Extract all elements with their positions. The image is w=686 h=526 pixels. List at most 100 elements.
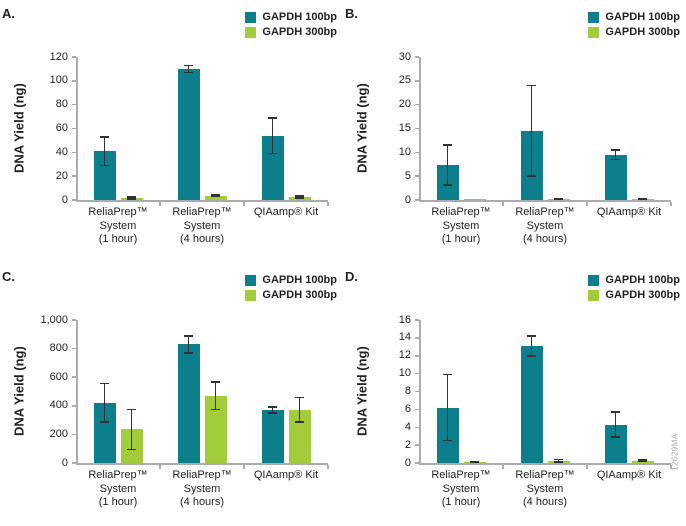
error-bar-cap	[211, 408, 220, 411]
error-bar-cap	[638, 460, 647, 463]
error-bar-line	[130, 197, 133, 200]
error-bar-line	[103, 383, 106, 423]
x-tick	[159, 201, 161, 206]
chart-panel: A. GAPDH 100bp GAPDH 300bp DNA Yield (ng…	[0, 0, 343, 263]
error-bar-line	[298, 397, 301, 422]
legend-label: GAPDH 300bp	[605, 26, 680, 38]
error-bar-cap	[527, 354, 536, 357]
legend-swatch-gapdh-300bp	[245, 289, 257, 301]
legend-item: GAPDH 300bp	[245, 289, 337, 301]
legend-label: GAPDH 300bp	[262, 289, 337, 301]
y-tick	[72, 347, 76, 350]
x-axis-line	[419, 463, 671, 465]
bar-gapdh-100bp	[93, 151, 116, 200]
y-tick	[415, 390, 419, 393]
error-bar-line	[214, 381, 217, 410]
panel-letter: B.	[345, 6, 358, 21]
error-bar-line	[103, 136, 106, 166]
y-axis-line	[76, 320, 78, 463]
bar-gapdh-100bp	[604, 424, 627, 463]
legend-swatch-gapdh-100bp	[245, 274, 257, 286]
panel-letter: D.	[345, 269, 358, 284]
legend: GAPDH 100bp GAPDH 300bp	[588, 274, 680, 301]
legend-label: GAPDH 100bp	[262, 274, 337, 286]
x-tick	[670, 464, 672, 469]
x-tick	[327, 464, 329, 469]
legend: GAPDH 100bp GAPDH 300bp	[245, 11, 337, 38]
y-tick-label: 40	[55, 145, 68, 158]
x-category-labels: ReliaPrep™ System (1 hour) ReliaPrep™ System…	[0, 263, 343, 526]
error-bar-cap	[211, 381, 220, 383]
error-bar-cap	[443, 373, 452, 376]
error-bar-cap	[443, 144, 452, 146]
x-tick	[243, 464, 245, 469]
x-category-labels: ReliaPrep™ System (1 hour) ReliaPrep™ System…	[343, 263, 686, 526]
x-category-label: QIAamp® Kit	[596, 469, 662, 481]
plot-area: 0 200 400 600 800 1,000	[0, 263, 343, 526]
y-tick	[72, 127, 76, 130]
x-tick	[586, 464, 588, 469]
y-tick	[72, 151, 76, 154]
legend-swatch-gapdh-300bp	[588, 289, 600, 301]
error-bar-cap	[127, 448, 136, 451]
error-bar-cap	[184, 334, 193, 337]
legend-swatch-gapdh-100bp	[588, 274, 600, 286]
y-tick-label: 800	[49, 342, 68, 355]
y-tick	[415, 355, 419, 357]
error-bar-cap	[100, 164, 109, 167]
error-bar-cap	[611, 149, 620, 151]
error-bar-line	[271, 117, 274, 154]
bar-gapdh-300bp	[204, 195, 227, 200]
bar-gapdh-100bp	[93, 402, 116, 463]
plot-area: 0 5 10 15 20 25 30	[343, 0, 686, 263]
error-bar-cap	[554, 458, 563, 461]
error-bar-line	[187, 335, 190, 353]
bar-gapdh-100bp	[177, 344, 200, 463]
y-tick-label: 200	[49, 427, 68, 440]
y-tick-label: 0	[404, 193, 411, 206]
x-category-labels: ReliaPrep™ System (1 hour) ReliaPrep™ System…	[0, 0, 343, 263]
error-bar-cap	[100, 421, 109, 424]
y-tick	[72, 56, 76, 58]
y-tick	[415, 103, 419, 106]
legend-item: GAPDH 300bp	[588, 26, 680, 38]
x-category-label: QIAamp® Kit	[253, 206, 319, 218]
x-category-labels: ReliaPrep™ System (1 hour) ReliaPrep™ System…	[343, 0, 686, 263]
x-tick	[327, 201, 329, 206]
bar-gapdh-100bp	[520, 345, 543, 463]
error-bar-cap	[638, 198, 647, 201]
error-bar-cap	[268, 152, 277, 155]
legend-item: GAPDH 100bp	[245, 274, 337, 286]
y-tick	[415, 462, 419, 464]
plot-area: 0 2 4 6 8 10 12 14 16	[343, 263, 686, 526]
x-category-label: ReliaPrep™ System (4 hours)	[172, 469, 232, 508]
y-tick-label: 80	[55, 98, 68, 111]
y-tick	[415, 426, 419, 428]
x-category-label: ReliaPrep™ System (4 hours)	[515, 469, 575, 508]
error-bar-cap	[295, 396, 304, 399]
bar-gapdh-100bp	[261, 410, 284, 463]
y-tick-label: 4	[404, 420, 411, 433]
error-bar-cap	[611, 436, 620, 438]
y-tick-label: 5	[404, 169, 411, 182]
y-tick-label: 25	[398, 74, 411, 87]
y-tick-label: 2	[404, 438, 411, 451]
y-tick-label: 120	[49, 50, 68, 63]
error-bar-cap	[184, 352, 193, 354]
error-bar-cap	[127, 408, 136, 411]
x-category-label: ReliaPrep™ System (4 hours)	[515, 206, 575, 245]
error-bar-line	[614, 149, 617, 160]
x-axis-line	[76, 200, 328, 202]
legend-item: GAPDH 300bp	[245, 26, 337, 38]
legend-label: GAPDH 300bp	[605, 289, 680, 301]
x-category-label: ReliaPrep™ System (1 hour)	[431, 469, 491, 508]
error-bar-line	[187, 65, 190, 73]
panel-letter: C.	[2, 269, 15, 284]
y-tick	[72, 462, 76, 464]
legend-swatch-gapdh-100bp	[588, 11, 600, 23]
legend-label: GAPDH 100bp	[605, 11, 680, 23]
y-tick-label: 60	[55, 122, 68, 134]
y-tick	[72, 376, 76, 378]
error-bar-cap	[611, 158, 620, 161]
bar-gapdh-300bp	[204, 395, 227, 463]
